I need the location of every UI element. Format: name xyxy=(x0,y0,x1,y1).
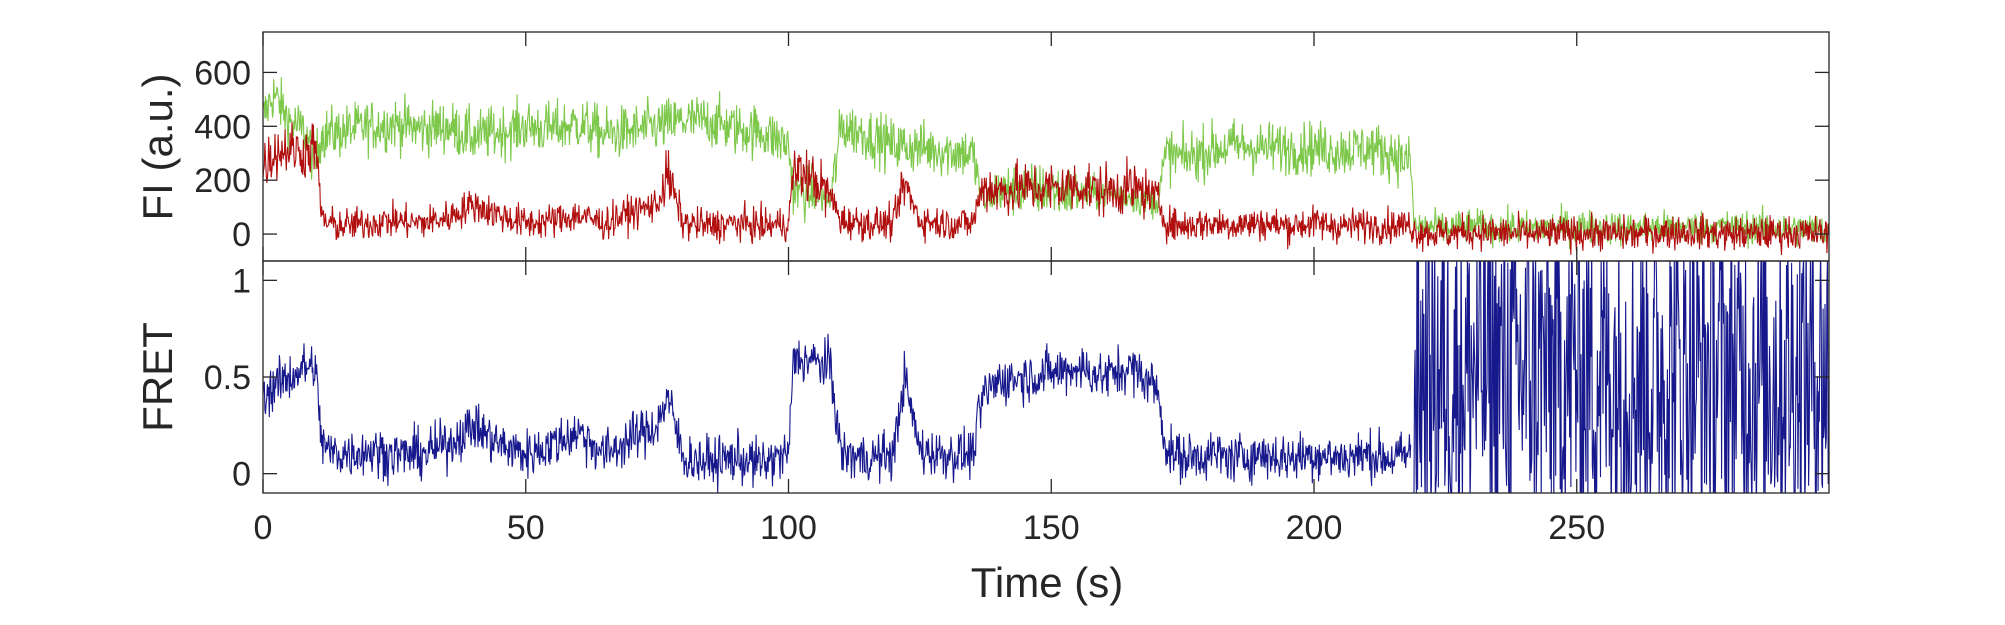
fluorescence-plot-area xyxy=(263,77,1829,256)
fret-ytick-label-2: 1 xyxy=(232,262,251,300)
trace-line-1 xyxy=(263,122,1829,256)
fret-y-axis-title: FRET xyxy=(134,322,181,432)
fret-plot-area xyxy=(263,261,1829,493)
trace-line-0 xyxy=(263,333,1412,493)
fluorescence-y-axis-title: FI (a.u.) xyxy=(134,73,181,220)
fluorescence-ticks: 0 200 400 600 xyxy=(194,32,1829,261)
fl-ytick-label-1: 200 xyxy=(194,162,251,200)
fret-ytick-label-1: 0.5 xyxy=(204,359,251,397)
trace-line-0 xyxy=(263,77,1829,250)
fl-ytick-label-3: 600 xyxy=(194,54,251,92)
fret-ticks: 0 0.5 1 0 50 100 150 200 250 xyxy=(204,261,1829,547)
x-axis-title: Time (s) xyxy=(971,559,1123,606)
fret-xtick-label-0: 0 xyxy=(254,509,273,547)
fret-ytick-label-0: 0 xyxy=(232,456,251,494)
fluorescence-axes-frame xyxy=(262,31,1830,262)
fret-xtick-label-1: 50 xyxy=(507,509,545,547)
fl-ytick-label-2: 400 xyxy=(194,108,251,146)
fret-xtick-label-2: 100 xyxy=(760,509,817,547)
fret-xtick-label-5: 250 xyxy=(1548,509,1605,547)
trace-line-noise xyxy=(1413,261,1829,493)
fret-panel: 0 0.5 1 0 50 100 150 200 250 FRET Time (s) xyxy=(134,260,1830,606)
fret-xtick-label-3: 150 xyxy=(1023,509,1080,547)
fl-ytick-label-0: 0 xyxy=(232,216,251,254)
fluorescence-panel: 0 200 400 600 FI (a.u.) xyxy=(134,31,1830,262)
fret-xtick-label-4: 200 xyxy=(1286,509,1343,547)
